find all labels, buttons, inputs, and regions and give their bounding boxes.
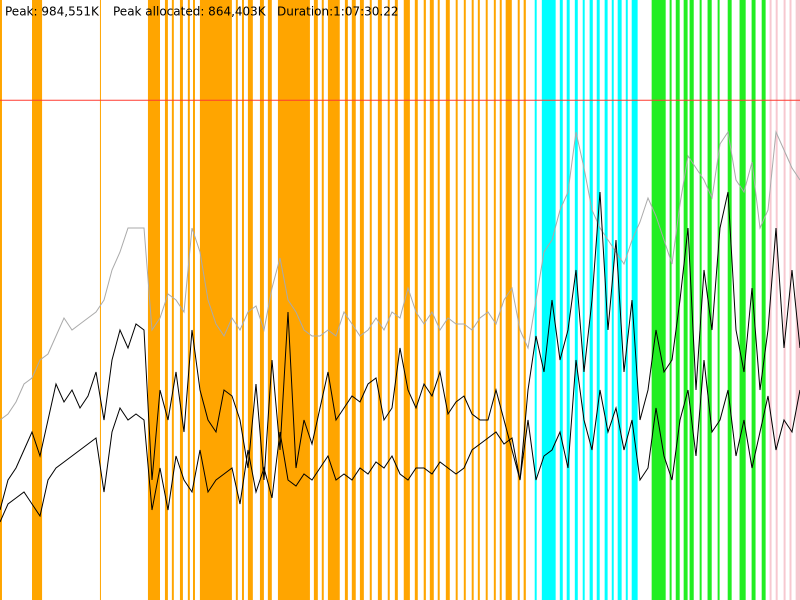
event-band <box>147 0 160 600</box>
event-band <box>369 0 372 600</box>
series-line <box>0 359 800 523</box>
event-band <box>414 0 418 600</box>
event-band <box>517 0 520 600</box>
peak-allocated-label: Peak allocated: 864,403K <box>113 5 267 19</box>
event-band <box>179 0 183 600</box>
event-band <box>259 0 264 600</box>
event-band <box>727 0 732 600</box>
event-band <box>455 0 458 600</box>
event-band <box>477 0 480 600</box>
event-band <box>707 0 712 600</box>
event-band <box>523 0 526 600</box>
event-band <box>313 0 318 600</box>
event-band <box>574 0 578 600</box>
event-band <box>505 0 512 600</box>
event-band <box>675 0 680 600</box>
event-band <box>493 0 496 600</box>
event-band <box>247 0 253 600</box>
event-band <box>0 0 2 600</box>
event-band <box>199 0 232 600</box>
event-band <box>699 0 702 600</box>
event-band <box>795 0 800 600</box>
event-band <box>541 0 556 600</box>
event-band <box>775 0 778 600</box>
peak-label: Peak: 984,551K <box>5 5 100 19</box>
event-band <box>499 0 502 600</box>
event-band <box>739 0 746 600</box>
event-band <box>171 0 174 600</box>
event-band <box>423 0 426 600</box>
event-band <box>445 0 450 600</box>
event-band <box>437 0 440 600</box>
event-band <box>789 0 792 600</box>
event-band <box>394 0 398 600</box>
event-band <box>241 0 244 600</box>
event-band <box>344 0 348 600</box>
event-band <box>625 0 628 600</box>
event-band <box>751 0 756 600</box>
event-band <box>387 0 390 600</box>
event-band <box>783 0 786 600</box>
event-band <box>566 0 570 600</box>
event-band <box>596 0 600 600</box>
event-band <box>277 0 310 600</box>
event-band <box>611 0 614 600</box>
event-band <box>192 0 195 600</box>
event-band <box>669 0 672 600</box>
event-band <box>377 0 382 600</box>
event-band <box>187 0 190 600</box>
event-band <box>651 0 666 600</box>
series-line <box>0 191 800 511</box>
event-band <box>321 0 324 600</box>
event-band <box>99 0 101 600</box>
duration-label: Duration:1:07:30.22 <box>277 5 399 19</box>
event-band <box>485 0 488 600</box>
event-band <box>683 0 688 600</box>
event-band <box>403 0 410 600</box>
lines <box>0 130 800 523</box>
event-band <box>471 0 474 600</box>
event-band <box>717 0 720 600</box>
series-line <box>0 130 800 421</box>
event-band <box>559 0 563 600</box>
event-band <box>463 0 466 600</box>
event-band <box>32 0 43 600</box>
event-band <box>582 0 585 600</box>
event-band <box>761 0 766 600</box>
event-band <box>235 0 238 600</box>
event-band <box>327 0 340 600</box>
event-band <box>589 0 593 600</box>
event-band <box>631 0 638 600</box>
event-band <box>351 0 356 600</box>
event-band <box>429 0 434 600</box>
event-band <box>359 0 364 600</box>
